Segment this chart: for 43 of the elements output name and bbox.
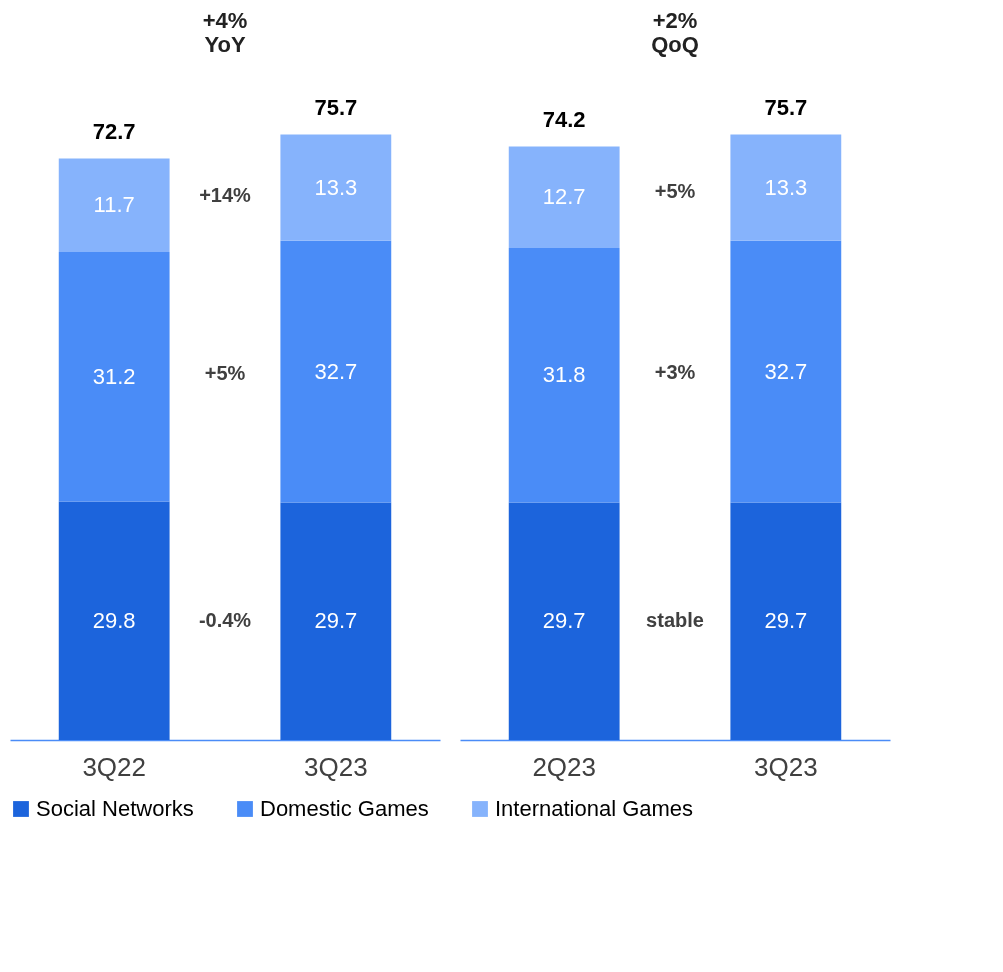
annotation: stable [646,609,704,632]
text: +4% YoY [202,8,248,58]
annotation: +5% [204,362,246,385]
bar [730,502,842,740]
data-label: 31.2 [92,363,136,389]
bar [58,158,170,252]
bar [508,248,620,503]
total-label: 72.7 [92,119,136,145]
bar [508,146,620,248]
total-label: 74.2 [542,107,586,133]
bar [280,134,392,241]
total-label: 75.7 [314,95,358,121]
data-label: 29.8 [92,607,136,633]
bar [58,501,170,740]
data-label: 13.3 [764,174,808,200]
total-label: 75.7 [764,95,808,121]
annotation: +5% [654,180,696,203]
data-label: 29.7 [764,608,808,634]
annotation: -0.4% [198,609,252,631]
bar [280,240,392,503]
legend-label: Social Networks [36,796,194,821]
x-tick-label: 3Q23 [304,751,368,782]
x-tick-label: 2Q23 [532,751,596,782]
annotation: +14% [199,184,252,207]
bar [730,240,842,503]
data-label: 32.7 [314,358,358,384]
bar [730,134,842,241]
data-label: 31.8 [542,362,586,388]
legend-label: International Games [495,796,694,821]
text: +2% QoQ [651,8,699,58]
annotation: +3% [654,361,696,384]
data-label: 12.7 [542,184,586,210]
bar [280,502,392,740]
legend-label: Domestic Games [260,796,429,821]
data-label: 29.7 [542,608,586,634]
data-label: 11.7 [93,192,135,218]
data-label: 13.3 [314,174,358,200]
x-tick-label: 3Q22 [82,751,146,782]
data-label: 32.7 [764,358,808,384]
x-tick-label: 3Q23 [754,751,818,782]
bar [58,252,170,502]
data-label: 29.7 [314,608,358,634]
bar [508,502,620,740]
